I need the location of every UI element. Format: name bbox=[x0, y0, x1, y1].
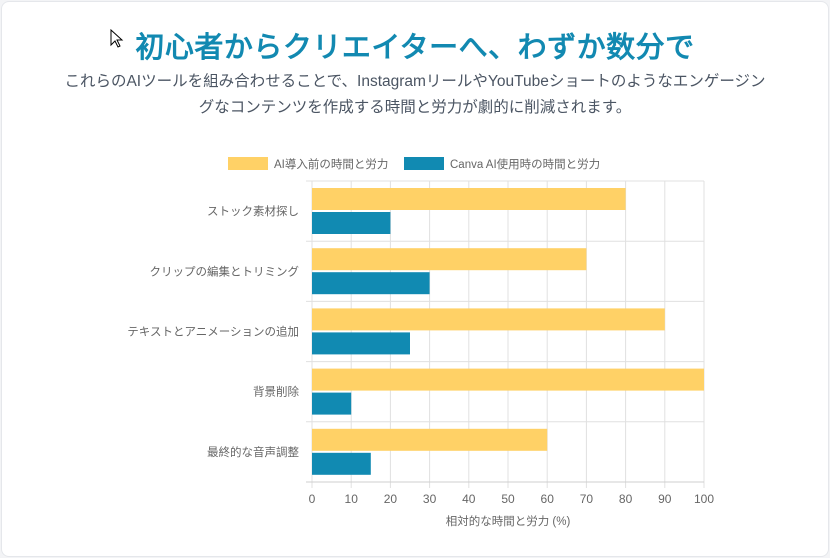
y-tick-label: テキストとアニメーションの追加 bbox=[127, 325, 299, 339]
x-tick-label: 30 bbox=[423, 492, 437, 506]
x-tick-label: 60 bbox=[541, 492, 555, 506]
x-tick-label: 0 bbox=[309, 492, 316, 506]
x-tick-label: 10 bbox=[345, 492, 359, 506]
legend-swatch bbox=[404, 157, 444, 170]
page-title: 初心者からクリエイターへ、わずか数分で bbox=[135, 32, 695, 64]
x-tick-label: 20 bbox=[384, 492, 398, 506]
x-tick-label: 40 bbox=[462, 492, 476, 506]
bar-before-ai bbox=[312, 248, 587, 271]
bar-before-ai bbox=[312, 308, 665, 331]
page-subtitle: これらのAIツールを組み合わせることで、InstagramリールやYouTube… bbox=[64, 73, 766, 116]
bar-before-ai bbox=[312, 428, 548, 451]
x-tick-label: 90 bbox=[658, 492, 672, 506]
mouse-cursor-icon bbox=[110, 28, 124, 54]
bar-before-ai bbox=[312, 368, 704, 391]
x-tick-label: 80 bbox=[619, 492, 633, 506]
bar-with-canva-ai bbox=[312, 212, 391, 234]
legend-swatch bbox=[228, 157, 268, 170]
y-tick-label: クリップの編集とトリミング bbox=[150, 264, 300, 278]
x-axis-title: 相対的な時間と労力 (%) bbox=[446, 514, 571, 528]
bar-before-ai bbox=[312, 188, 626, 210]
bar-with-canva-ai bbox=[312, 392, 352, 415]
x-tick-label: 100 bbox=[694, 492, 714, 506]
legend-label: AI導入前の時間と労力 bbox=[274, 157, 388, 171]
x-tick-label: 50 bbox=[501, 492, 515, 506]
bar-with-canva-ai bbox=[312, 332, 410, 355]
y-tick-label: ストック素材探し bbox=[207, 204, 299, 218]
bar-with-canva-ai bbox=[312, 452, 371, 475]
y-tick-label: 背景削除 bbox=[253, 385, 299, 399]
bar-with-canva-ai bbox=[312, 272, 430, 295]
y-tick-label: 最終的な音声調整 bbox=[207, 445, 299, 459]
legend-label: Canva AI使用時の時間と労力 bbox=[450, 157, 600, 171]
x-tick-label: 70 bbox=[580, 492, 594, 506]
